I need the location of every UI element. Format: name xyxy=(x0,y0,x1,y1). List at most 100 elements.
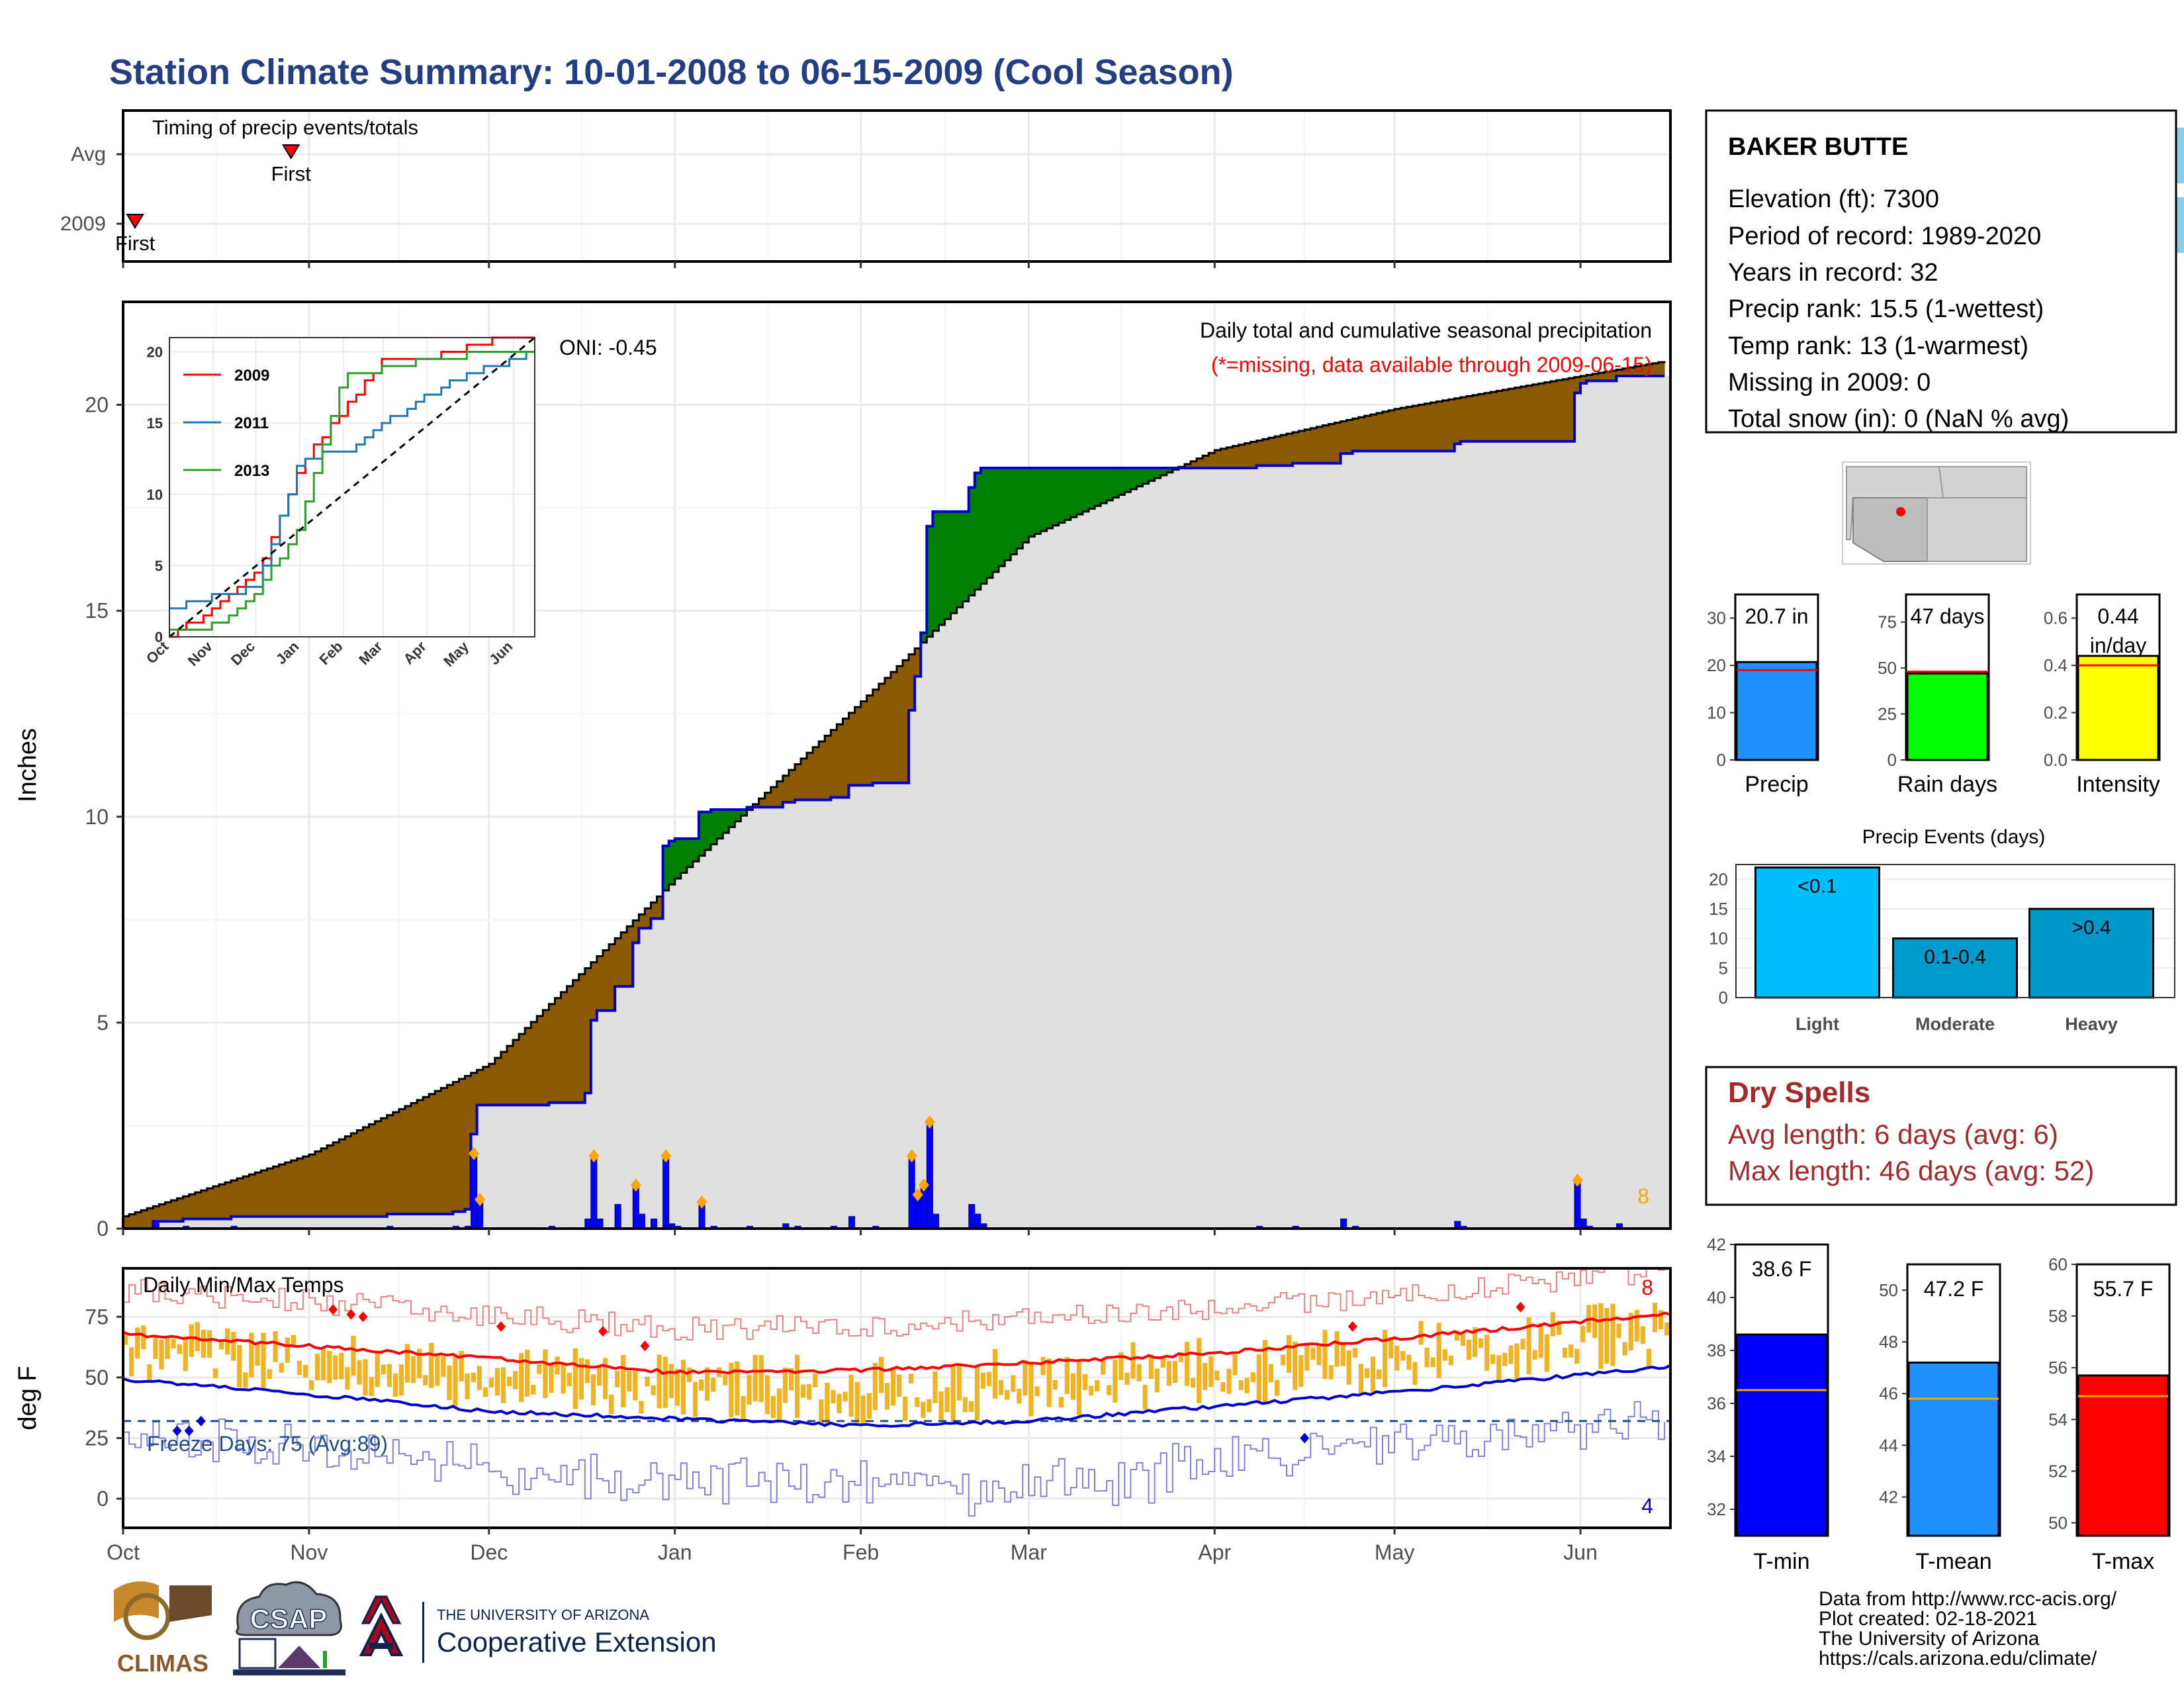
mini-bar-value-label: 47 days xyxy=(1910,604,1984,628)
daily-temp-range-bar xyxy=(903,1396,908,1421)
daily-max-marker xyxy=(475,1193,486,1207)
daily-temp-range-bar xyxy=(1664,1322,1670,1336)
diff-segment xyxy=(1628,367,1635,376)
events-y-tick-label: 0 xyxy=(1719,988,1728,1008)
daily-temp-range-bar xyxy=(513,1371,518,1389)
diff-segment xyxy=(1197,458,1203,469)
diff-segment xyxy=(212,1186,220,1219)
daily-precip-bar xyxy=(590,1155,598,1229)
daily-temp-range-bar xyxy=(752,1354,758,1401)
diff-segment xyxy=(1496,391,1503,442)
diff-segment xyxy=(201,1190,208,1219)
mini-bar-tick-label: 0.2 xyxy=(2044,703,2068,723)
diff-segment xyxy=(237,1178,244,1217)
diff-segment xyxy=(255,1172,262,1217)
diff-segment xyxy=(1490,392,1497,442)
daily-temp-range-bar xyxy=(135,1327,140,1359)
diff-segment xyxy=(1460,397,1467,442)
diff-segment xyxy=(933,511,940,631)
diff-segment xyxy=(123,1216,130,1229)
daily-temp-range-bar xyxy=(1226,1368,1232,1394)
daily-temp-range-bar xyxy=(596,1365,602,1386)
diff-segment xyxy=(333,1142,340,1217)
diff-segment xyxy=(1118,468,1125,495)
events-bar-value-label: 0.1-0.4 xyxy=(1924,947,1985,968)
daily-temp-range-bar xyxy=(453,1356,458,1407)
daily-temp-range-bar xyxy=(1256,1354,1261,1402)
daily-temp-range-bar xyxy=(819,1399,824,1424)
diff-segment xyxy=(764,792,772,808)
daily-temp-range-bar xyxy=(848,1374,854,1417)
daily-temp-range-bar xyxy=(279,1362,284,1373)
temp-bar-category-label: T-mean xyxy=(1915,1549,1991,1574)
daily-temp-range-bar xyxy=(308,1380,314,1390)
diff-segment xyxy=(243,1176,250,1217)
diff-segment xyxy=(884,678,891,783)
daily-temp-range-bar xyxy=(537,1364,542,1374)
temp-bar-value-label: 55.7 F xyxy=(2093,1277,2154,1301)
daily-temp-range-bar xyxy=(627,1371,632,1392)
daily-temp-range-bar xyxy=(1466,1339,1472,1360)
mini-bar-tick-label: 0 xyxy=(1717,750,1726,770)
x-month-label: Jun xyxy=(1563,1540,1598,1564)
diff-segment xyxy=(1340,421,1347,454)
temp-bar-chart-t-min: 38.6 F 32 34 36 38 40 42 T-min xyxy=(1707,1235,1829,1574)
daily-temp-range-bar xyxy=(842,1391,848,1402)
diff-segment xyxy=(854,707,862,786)
daily-precip-bar xyxy=(614,1203,621,1229)
average-min-temp-line xyxy=(123,1364,1670,1428)
diff-segment xyxy=(314,1151,322,1217)
diff-segment xyxy=(1070,468,1077,518)
daily-temp-range-bar xyxy=(1610,1303,1615,1366)
precip-y-axis-label: Inches xyxy=(14,728,42,802)
daily-temp-range-bar xyxy=(435,1353,440,1386)
diff-segment xyxy=(291,1160,298,1217)
diff-segment xyxy=(1250,442,1257,469)
diff-segment xyxy=(825,735,831,800)
diff-segment xyxy=(1214,450,1221,469)
daily-temp-range-bar xyxy=(327,1350,332,1383)
temp-bar-tick-label: 54 xyxy=(2048,1409,2068,1429)
diff-segment xyxy=(285,1162,292,1217)
daily-temp-range-bar xyxy=(723,1374,728,1385)
diff-segment xyxy=(363,1127,370,1217)
diff-segment xyxy=(398,1109,406,1215)
diff-segment xyxy=(890,672,897,783)
diff-segment xyxy=(147,1208,154,1229)
temp-bar-category-label: T-min xyxy=(1754,1549,1810,1574)
daily-temp-range-bar xyxy=(705,1367,710,1401)
daily-temp-range-bar xyxy=(1178,1352,1184,1362)
daily-temp-range-bar xyxy=(758,1355,764,1403)
diff-segment xyxy=(1148,468,1156,481)
diff-segment xyxy=(1082,468,1089,512)
daily-temp-range-bar xyxy=(1400,1350,1406,1361)
diff-segment xyxy=(1011,468,1017,555)
diff-segment xyxy=(627,926,633,987)
station-line-precip-rank: Precip rank: 15.5 (1-wettest) xyxy=(1728,295,2044,323)
diff-segment xyxy=(351,1133,358,1217)
daily-precip-bar xyxy=(471,1153,478,1229)
precip-corner-count: 8 xyxy=(1637,1184,1649,1208)
diff-segment xyxy=(387,1115,394,1215)
daily-temp-range-bar xyxy=(1328,1365,1334,1380)
daily-temp-range-bar xyxy=(1244,1378,1250,1393)
temp-bar-value xyxy=(1907,1361,2000,1537)
diff-segment xyxy=(1479,394,1485,442)
diff-segment xyxy=(1101,468,1107,504)
mini-bar-tick-label: 0.0 xyxy=(2044,750,2068,770)
daily-temp-range-bar xyxy=(1076,1361,1082,1415)
daily-temp-range-bar xyxy=(609,1394,614,1415)
daily-temp-range-bar xyxy=(860,1395,866,1425)
diff-segment xyxy=(567,986,574,1103)
daily-temp-range-bar xyxy=(1424,1347,1430,1368)
daily-temp-range-bar xyxy=(321,1347,326,1381)
daily-temp-range-bar xyxy=(531,1384,536,1395)
diff-segment xyxy=(633,920,639,943)
daily-temp-range-bar xyxy=(1580,1325,1586,1342)
daily-temp-range-bar xyxy=(345,1367,350,1390)
diff-segment xyxy=(321,1148,328,1217)
daily-temp-range-bar xyxy=(692,1382,698,1417)
diff-segment xyxy=(1622,368,1629,376)
daily-temp-range-bar xyxy=(1262,1340,1268,1403)
inset-y-tick-label: 10 xyxy=(147,487,163,503)
